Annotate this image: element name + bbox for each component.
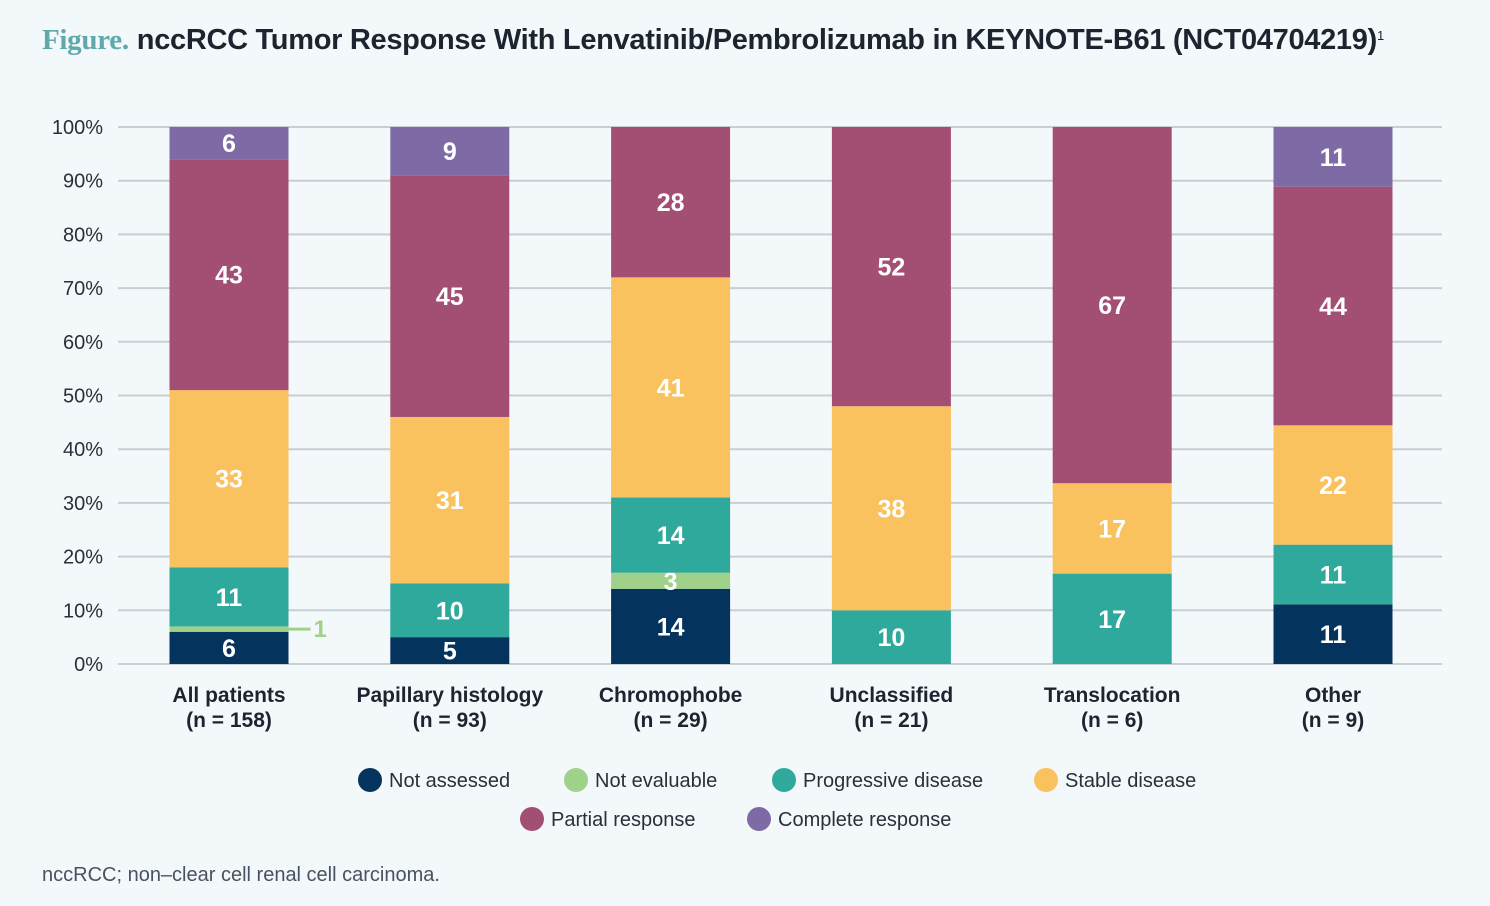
data-label: 43	[215, 262, 243, 290]
footnote: nccRCC; non–clear cell renal cell carcin…	[42, 864, 440, 886]
bar-segment	[1273, 127, 1393, 187]
bar-segment	[169, 127, 289, 160]
bar-segment	[169, 626, 289, 632]
data-label: 11	[216, 584, 243, 612]
legend-label: Stable disease	[1065, 770, 1196, 792]
y-tick-label: 40%	[63, 439, 103, 461]
data-label: 17	[1098, 515, 1126, 543]
y-tick-label: 10%	[63, 600, 103, 622]
data-label: 5	[443, 638, 457, 666]
y-tick-label: 90%	[63, 171, 103, 193]
bar-segment	[611, 127, 731, 278]
data-label: 33	[215, 466, 243, 494]
bar-segment	[390, 416, 510, 584]
figure-prefix: Figure.	[42, 24, 129, 56]
x-tick-label: (n = 93)	[413, 709, 487, 732]
x-tick-label: Unclassified	[830, 684, 954, 707]
legend-swatch	[1034, 768, 1058, 792]
data-label: 17	[1098, 606, 1126, 634]
legend-swatch	[772, 768, 796, 792]
title-superscript: 1	[1376, 28, 1384, 43]
x-tick-label: Other	[1305, 684, 1361, 707]
bar-segment	[611, 497, 731, 573]
data-label: 14	[657, 522, 685, 550]
title-text: nccRCC Tumor Response With Lenvatinib/Pe…	[136, 24, 1377, 56]
data-label: 44	[1319, 293, 1347, 321]
data-label: 41	[657, 374, 685, 402]
x-tick-label: Papillary histology	[356, 684, 543, 707]
y-tick-label: 50%	[63, 386, 103, 408]
data-label: 45	[436, 283, 464, 311]
bar-segment	[169, 567, 289, 627]
x-tick-label: Chromophobe	[599, 684, 742, 707]
legend-label: Not evaluable	[595, 770, 717, 792]
bar-segment	[611, 277, 731, 498]
bar-segment	[1052, 483, 1172, 574]
legend-swatch	[564, 768, 588, 792]
legend-swatch	[747, 807, 771, 831]
bar-segment	[1052, 127, 1172, 484]
bar-segment	[390, 583, 510, 638]
x-tick-label: (n = 158)	[186, 709, 272, 732]
bar-segment	[1273, 544, 1393, 605]
chart-title: Figure. nccRCC Tumor Response With Lenvat…	[42, 24, 1384, 57]
data-label: 67	[1098, 292, 1126, 320]
bar-segment	[390, 127, 510, 176]
data-label: 9	[443, 138, 457, 166]
y-tick-label: 60%	[63, 332, 103, 354]
data-label: 3	[664, 568, 678, 596]
legend-label: Progressive disease	[803, 770, 983, 792]
data-label: 38	[877, 495, 905, 523]
x-tick-label: (n = 29)	[634, 709, 708, 732]
data-label: 11	[1320, 562, 1347, 590]
bar-segment	[1052, 573, 1172, 664]
data-label: 10	[436, 597, 464, 625]
legend-label: Not assessed	[389, 770, 510, 792]
x-tick-label: All patients	[172, 684, 285, 707]
bar-segment	[169, 390, 289, 568]
data-label: 6	[222, 635, 236, 663]
data-label: 52	[877, 254, 905, 282]
x-tick-label: (n = 6)	[1081, 709, 1143, 732]
y-tick-label: 0%	[74, 654, 103, 676]
bar-segment	[611, 588, 731, 664]
data-label: 28	[657, 189, 685, 217]
y-tick-label: 20%	[63, 547, 103, 569]
bar-segment	[390, 637, 510, 664]
bar-segment	[831, 127, 951, 407]
data-label: 1	[314, 616, 327, 643]
bar-segment	[169, 159, 289, 391]
data-label: 11	[1320, 144, 1347, 172]
data-label: 10	[877, 624, 905, 652]
legend-swatch	[358, 768, 382, 792]
legend-label: Complete response	[778, 809, 951, 831]
x-tick-label: (n = 21)	[854, 709, 928, 732]
bar-segment	[1273, 425, 1393, 545]
data-label: 11	[1320, 621, 1347, 649]
x-tick-label: (n = 9)	[1302, 709, 1364, 732]
bar-segment	[831, 406, 951, 611]
bar-segment	[1273, 604, 1393, 664]
x-tick-label: Translocation	[1044, 684, 1181, 707]
y-tick-label: 100%	[52, 117, 103, 139]
bar-segment	[831, 610, 951, 664]
bar-segment	[390, 175, 510, 417]
data-label: 6	[222, 130, 236, 158]
legend-label: Partial response	[551, 809, 696, 831]
bar-segment	[169, 631, 289, 664]
bar-segment	[1273, 186, 1393, 426]
y-tick-label: 30%	[63, 493, 103, 515]
y-tick-label: 70%	[63, 278, 103, 300]
legend-swatch	[520, 807, 544, 831]
bar-segment	[611, 572, 731, 589]
data-label: 22	[1319, 472, 1347, 500]
data-label: 14	[657, 613, 685, 641]
y-tick-label: 80%	[63, 224, 103, 246]
data-label: 31	[436, 487, 464, 515]
